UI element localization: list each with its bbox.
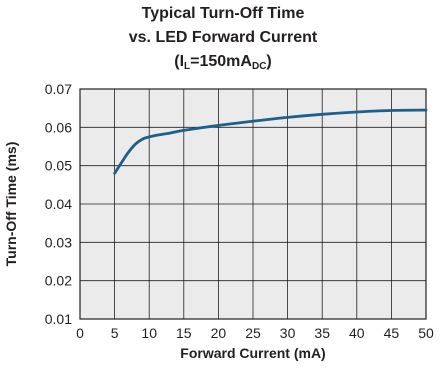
x-tick-label: 25 <box>245 325 261 341</box>
title-part-mid: =150mA <box>190 53 252 70</box>
x-tick-label: 5 <box>111 325 119 341</box>
x-axis-label: Forward Current (mA) <box>180 345 325 361</box>
chart-title-line-3: (IL=150mADC) <box>0 52 446 77</box>
x-tick-label: 10 <box>141 325 157 341</box>
chart-title-line-1: Typical Turn-Off Time <box>141 5 305 22</box>
y-tick-labels: 0.01 0.02 0.03 0.04 0.05 0.06 0.07 <box>45 81 72 327</box>
x-tick-label: 0 <box>76 325 84 341</box>
x-tick-label: 20 <box>211 325 227 341</box>
plot-border <box>79 88 427 320</box>
x-tick-label: 35 <box>314 325 330 341</box>
title-part-close: ) <box>266 53 272 70</box>
y-tick-label: 0.01 <box>45 311 72 327</box>
y-tick-label: 0.03 <box>45 234 72 250</box>
y-tick-label: 0.02 <box>45 273 72 289</box>
x-tick-label: 15 <box>176 325 192 341</box>
y-axis-label: Turn-Off Time (ms) <box>3 142 19 267</box>
x-tick-label: 50 <box>418 325 434 341</box>
series-line <box>113 108 428 175</box>
y-tick-label: 0.06 <box>45 119 72 135</box>
chart-title-line-2: vs. LED Forward Current <box>128 29 318 46</box>
grid-lines <box>79 88 427 320</box>
y-tick-label: 0.05 <box>45 158 72 174</box>
title-sub-dc: DC <box>251 61 267 72</box>
title-part-open: (I <box>174 53 185 70</box>
x-tick-label: 45 <box>384 325 400 341</box>
x-tick-label: 40 <box>349 325 365 341</box>
title-sub-l: L <box>184 61 191 72</box>
y-tick-label: 0.07 <box>45 81 72 97</box>
y-tick-label: 0.04 <box>45 196 72 212</box>
x-tick-label: 30 <box>280 325 296 341</box>
x-tick-labels: 0 5 10 15 20 25 30 35 40 45 50 <box>76 325 434 341</box>
